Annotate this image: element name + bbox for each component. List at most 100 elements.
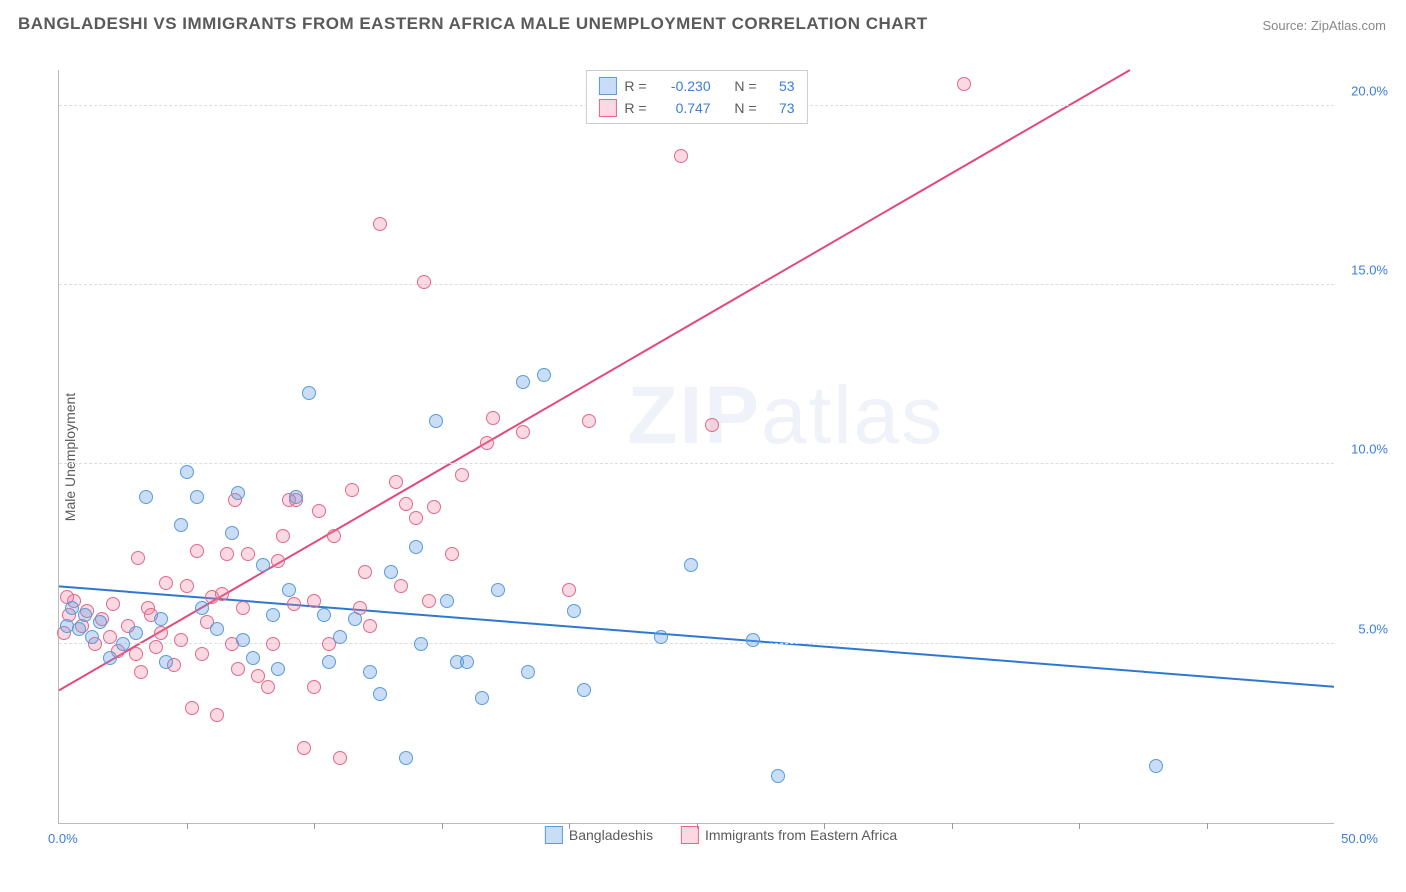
legend-correlation: R =-0.230 N =53R =0.747 N =73: [585, 70, 807, 124]
marker-series1: [414, 637, 428, 651]
marker-series1: [577, 683, 591, 697]
marker-series2: [394, 579, 408, 593]
marker-series2: [271, 554, 285, 568]
marker-series2: [276, 529, 290, 543]
legend-correlation-row: R =0.747 N =73: [598, 97, 794, 119]
marker-series2: [333, 751, 347, 765]
x-tick: [442, 823, 443, 829]
marker-series1: [384, 565, 398, 579]
marker-series1: [363, 665, 377, 679]
marker-series1: [190, 490, 204, 504]
marker-series2: [582, 414, 596, 428]
marker-series1: [154, 612, 168, 626]
marker-series1: [93, 615, 107, 629]
marker-series2: [486, 411, 500, 425]
legend-n-value: 73: [765, 100, 795, 116]
marker-series1: [195, 601, 209, 615]
y-tick-label: 10.0%: [1351, 442, 1388, 457]
legend-n-label: N =: [734, 100, 756, 116]
marker-series2: [266, 637, 280, 651]
marker-series1: [103, 651, 117, 665]
x-axis-max-label: 50.0%: [1341, 831, 1378, 846]
marker-series2: [422, 594, 436, 608]
marker-series2: [455, 468, 469, 482]
legend-swatch: [545, 826, 563, 844]
marker-series2: [261, 680, 275, 694]
marker-series2: [307, 594, 321, 608]
marker-series1: [116, 637, 130, 651]
marker-series2: [312, 504, 326, 518]
legend-series-label: Bangladeshis: [569, 827, 653, 843]
x-tick: [1207, 823, 1208, 829]
marker-series1: [289, 490, 303, 504]
legend-swatch: [598, 77, 616, 95]
marker-series1: [85, 630, 99, 644]
marker-series1: [333, 630, 347, 644]
marker-series1: [225, 526, 239, 540]
marker-series1: [771, 769, 785, 783]
marker-series2: [210, 708, 224, 722]
marker-series1: [348, 612, 362, 626]
x-tick: [187, 823, 188, 829]
y-tick-label: 15.0%: [1351, 263, 1388, 278]
marker-series2: [220, 547, 234, 561]
x-axis-min-label: 0.0%: [48, 831, 78, 846]
grid-line: [59, 284, 1334, 285]
marker-series1: [460, 655, 474, 669]
marker-series1: [746, 633, 760, 647]
marker-series2: [327, 529, 341, 543]
marker-series2: [345, 483, 359, 497]
y-tick-label: 20.0%: [1351, 83, 1388, 98]
marker-series2: [174, 633, 188, 647]
x-tick: [1079, 823, 1080, 829]
marker-series1: [180, 465, 194, 479]
marker-series2: [358, 565, 372, 579]
marker-series2: [231, 662, 245, 676]
legend-series: Bangladeshis Immigrants from Eastern Afri…: [545, 826, 897, 844]
marker-series1: [210, 622, 224, 636]
marker-series1: [409, 540, 423, 554]
x-tick: [314, 823, 315, 829]
grid-line: [59, 643, 1334, 644]
marker-series2: [236, 601, 250, 615]
marker-series2: [674, 149, 688, 163]
plot-area: ZIPatlas R =-0.230 N =53R =0.747 N =73 5…: [58, 70, 1334, 824]
marker-series1: [322, 655, 336, 669]
marker-series1: [1149, 759, 1163, 773]
marker-series1: [317, 608, 331, 622]
marker-series2: [180, 579, 194, 593]
marker-series1: [271, 662, 285, 676]
chart-title: BANGLADESHI VS IMMIGRANTS FROM EASTERN A…: [18, 14, 928, 34]
marker-series1: [475, 691, 489, 705]
legend-swatch: [598, 99, 616, 117]
marker-series1: [684, 558, 698, 572]
marker-series1: [516, 375, 530, 389]
legend-n-label: N =: [734, 78, 756, 94]
marker-series1: [266, 608, 280, 622]
legend-correlation-row: R =-0.230 N =53: [598, 75, 794, 97]
legend-r-label: R =: [624, 100, 646, 116]
marker-series1: [399, 751, 413, 765]
legend-n-value: 53: [765, 78, 795, 94]
marker-series1: [78, 608, 92, 622]
marker-series2: [363, 619, 377, 633]
legend-r-label: R =: [624, 78, 646, 94]
marker-series1: [246, 651, 260, 665]
marker-series2: [445, 547, 459, 561]
marker-series2: [480, 436, 494, 450]
marker-series2: [409, 511, 423, 525]
marker-series1: [282, 583, 296, 597]
marker-series2: [417, 275, 431, 289]
marker-series1: [139, 490, 153, 504]
marker-series1: [537, 368, 551, 382]
marker-series1: [491, 583, 505, 597]
marker-series1: [373, 687, 387, 701]
marker-series1: [256, 558, 270, 572]
source-label: Source: ZipAtlas.com: [1262, 18, 1386, 33]
marker-series2: [389, 475, 403, 489]
marker-series2: [307, 680, 321, 694]
marker-series1: [567, 604, 581, 618]
legend-series-label: Immigrants from Eastern Africa: [705, 827, 897, 843]
marker-series2: [399, 497, 413, 511]
marker-series2: [297, 741, 311, 755]
